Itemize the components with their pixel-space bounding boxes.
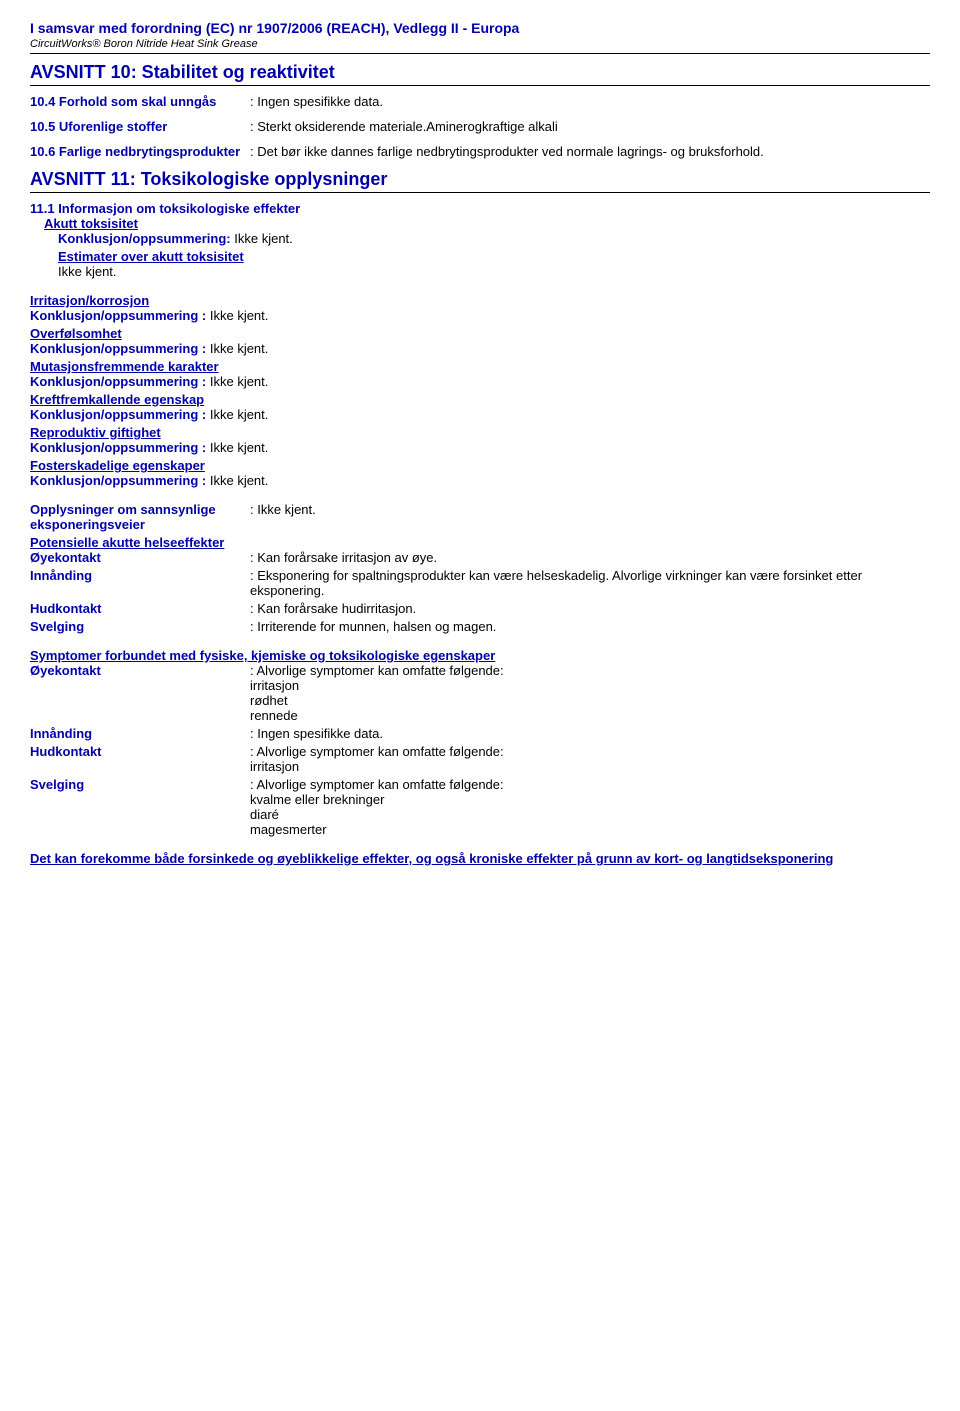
kreft-konk: Konklusjon/oppsummering : xyxy=(30,407,206,422)
muta-row: Konklusjon/oppsummering : Ikke kjent. xyxy=(30,374,930,389)
sym-swallow-row: Svelging : Alvorlige symptomer kan omfat… xyxy=(30,777,930,837)
repro-val: Ikke kjent. xyxy=(210,440,269,455)
sym-eye-label: Øyekontakt xyxy=(30,663,250,723)
value-10-4: : Ingen spesifikke data. xyxy=(250,94,930,109)
section-11-title: AVSNITT 11: Toksikologiske opplysninger xyxy=(30,169,930,193)
overf-row: Konklusjon/oppsummering : Ikke kjent. xyxy=(30,341,930,356)
irritasjon-val: Ikke kjent. xyxy=(210,308,269,323)
value-10-6: : Det bør ikke dannes farlige nedbryting… xyxy=(250,144,930,159)
akutt-konk-row: Konklusjon/oppsummering: Ikke kjent. xyxy=(58,231,930,246)
sym-skin-value: : Alvorlige symptomer kan omfatte følgen… xyxy=(250,744,930,774)
section-11-1: 11.1 Informasjon om toksikologiske effek… xyxy=(30,201,930,216)
repro-label: Reproduktiv giftighet xyxy=(30,425,930,440)
eye-value: : Kan forårsake irritasjon av øye. xyxy=(250,550,930,565)
akutt-toksisitet: Akutt toksisitet xyxy=(44,216,930,231)
overf-val: Ikke kjent. xyxy=(210,341,269,356)
sym-skin-label: Hudkontakt xyxy=(30,744,250,774)
swallow-row: Svelging : Irriterende for munnen, halse… xyxy=(30,619,930,634)
sym-eye-row: Øyekontakt : Alvorlige symptomer kan omf… xyxy=(30,663,930,723)
irritasjon-konk: Konklusjon/oppsummering : xyxy=(30,308,206,323)
skin-row: Hudkontakt : Kan forårsake hudirritasjon… xyxy=(30,601,930,616)
section-10-title: AVSNITT 10: Stabilitet og reaktivitet xyxy=(30,62,930,86)
sym-swallow-label: Svelging xyxy=(30,777,250,837)
label-10-5: 10.5 Uforenlige stoffer xyxy=(30,119,250,134)
akutt-konk-label: Konklusjon/oppsummering: xyxy=(58,231,231,246)
row-10-4: 10.4 Forhold som skal unngås : Ingen spe… xyxy=(30,94,930,109)
kreft-label: Kreftfremkallende egenskap xyxy=(30,392,930,407)
eye-row: Øyekontakt : Kan forårsake irritasjon av… xyxy=(30,550,930,565)
inhale-value: : Eksponering for spaltningsprodukter ka… xyxy=(250,568,930,598)
sym-swallow-value: : Alvorlige symptomer kan omfatte følgen… xyxy=(250,777,930,837)
eye-label: Øyekontakt xyxy=(30,550,250,565)
kreft-val: Ikke kjent. xyxy=(210,407,269,422)
symptoms-title: Symptomer forbundet med fysiske, kjemisk… xyxy=(30,648,930,663)
inhale-row: Innånding : Eksponering for spaltningspr… xyxy=(30,568,930,598)
overf-konk: Konklusjon/oppsummering : xyxy=(30,341,206,356)
repro-row: Konklusjon/oppsummering : Ikke kjent. xyxy=(30,440,930,455)
product-name: CircuitWorks® Boron Nitride Heat Sink Gr… xyxy=(30,38,930,54)
label-10-4: 10.4 Forhold som skal unngås xyxy=(30,94,250,109)
sym-inhale-label: Innånding xyxy=(30,726,250,741)
muta-konk: Konklusjon/oppsummering : xyxy=(30,374,206,389)
muta-label: Mutasjonsfremmende karakter xyxy=(30,359,930,374)
skin-label: Hudkontakt xyxy=(30,601,250,616)
swallow-label: Svelging xyxy=(30,619,250,634)
sym-eye-value: : Alvorlige symptomer kan omfatte følgen… xyxy=(250,663,930,723)
potensielle-label: Potensielle akutte helseeffekter xyxy=(30,535,930,550)
muta-val: Ikke kjent. xyxy=(210,374,269,389)
value-10-5: : Sterkt oksiderende materiale.Aminerogk… xyxy=(250,119,930,134)
opplysninger-value: : Ikke kjent. xyxy=(250,502,930,532)
estimater-val: Ikke kjent. xyxy=(58,264,117,279)
label-10-6: 10.6 Farlige nedbrytingsprodukter xyxy=(30,144,250,159)
akutt-konk-val: Ikke kjent. xyxy=(234,231,293,246)
row-10-5: 10.5 Uforenlige stoffer : Sterkt oksider… xyxy=(30,119,930,134)
skin-value: : Kan forårsake hudirritasjon. xyxy=(250,601,930,616)
foster-konk: Konklusjon/oppsummering : xyxy=(30,473,206,488)
swallow-value: : Irriterende for munnen, halsen og mage… xyxy=(250,619,930,634)
footer-text: Det kan forekomme både forsinkede og øye… xyxy=(30,851,930,866)
inhale-label: Innånding xyxy=(30,568,250,598)
foster-label: Fosterskadelige egenskaper xyxy=(30,458,930,473)
foster-val: Ikke kjent. xyxy=(210,473,269,488)
irritasjon-row: Konklusjon/oppsummering : Ikke kjent. xyxy=(30,308,930,323)
opplysninger-label: Opplysninger om sannsynlige eksponerings… xyxy=(30,502,250,532)
sym-inhale-value: : Ingen spesifikke data. xyxy=(250,726,930,741)
regulation-header: I samsvar med forordning (EC) nr 1907/20… xyxy=(30,20,930,36)
estimater-label: Estimater over akutt toksisitet xyxy=(58,249,930,264)
sym-skin-row: Hudkontakt : Alvorlige symptomer kan omf… xyxy=(30,744,930,774)
opplysninger-row: Opplysninger om sannsynlige eksponerings… xyxy=(30,502,930,532)
row-10-6: 10.6 Farlige nedbrytingsprodukter : Det … xyxy=(30,144,930,159)
irritasjon-label: Irritasjon/korrosjon xyxy=(30,293,930,308)
foster-row: Konklusjon/oppsummering : Ikke kjent. xyxy=(30,473,930,488)
repro-konk: Konklusjon/oppsummering : xyxy=(30,440,206,455)
overf-label: Overfølsomhet xyxy=(30,326,930,341)
kreft-row: Konklusjon/oppsummering : Ikke kjent. xyxy=(30,407,930,422)
sym-inhale-row: Innånding : Ingen spesifikke data. xyxy=(30,726,930,741)
